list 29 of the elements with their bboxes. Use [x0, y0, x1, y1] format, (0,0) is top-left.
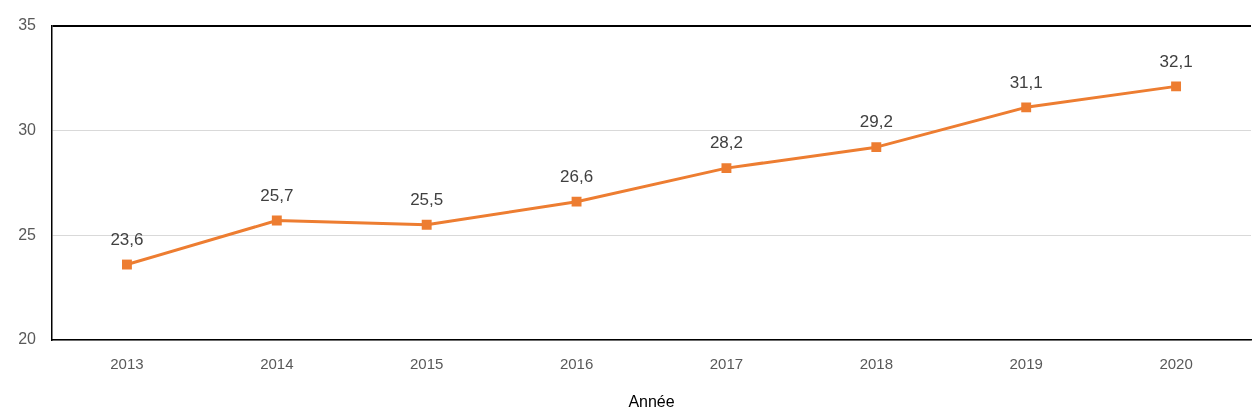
x-tick-label: 2017 — [709, 355, 744, 373]
point — [1021, 102, 1032, 113]
data-label: 26,6 — [560, 166, 594, 186]
data-label: 25,5 — [410, 189, 444, 209]
point — [271, 215, 282, 226]
point — [121, 259, 132, 270]
point — [871, 142, 882, 153]
point — [571, 196, 582, 207]
y-tick-label: 20 — [18, 330, 37, 348]
x-tick-label: 2014 — [260, 355, 294, 373]
point — [421, 219, 432, 230]
x-tick-label: 2020 — [1159, 355, 1193, 373]
x-tick-label: 2019 — [1009, 355, 1043, 373]
y-tick-label: 25 — [18, 225, 37, 243]
point — [1171, 81, 1182, 92]
data-label: 28,2 — [709, 133, 743, 153]
point — [721, 163, 732, 174]
x-tick-label: 2016 — [559, 355, 594, 373]
x-tick-label: 2013 — [110, 355, 144, 373]
x-tick-label: 2015 — [410, 355, 444, 373]
x-axis-title: Année — [628, 392, 675, 410]
y-tick-label: 30 — [18, 120, 37, 138]
data-label: 31,1 — [1009, 72, 1043, 92]
data-label: 29,2 — [859, 112, 893, 132]
x-tick-label: 2018 — [859, 355, 893, 373]
data-label: 23,6 — [110, 229, 144, 249]
data-label: 32,1 — [1159, 51, 1193, 71]
y-tick-label: 35 — [18, 16, 37, 34]
data-label: 25,7 — [260, 185, 294, 205]
